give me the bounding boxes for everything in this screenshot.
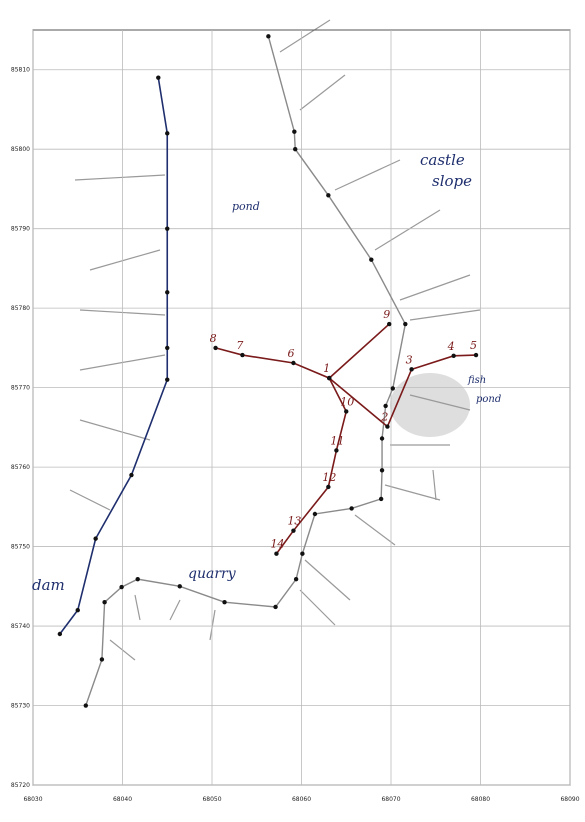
x-tick-label: 68030 [23, 796, 42, 803]
x-tick-label: 68040 [113, 796, 132, 803]
survey-point [93, 536, 97, 540]
survey-point [313, 512, 317, 516]
survey-point [165, 377, 169, 381]
survey-point [222, 600, 226, 604]
survey-point [84, 703, 88, 707]
survey-point [213, 346, 217, 350]
survey-point [240, 353, 244, 357]
x-tick-label: 68070 [381, 796, 400, 803]
survey-point [387, 322, 391, 326]
survey-point [403, 322, 407, 326]
point-label: 5 [470, 339, 477, 352]
survey-point [136, 577, 140, 581]
point-label: 1 [323, 362, 330, 375]
survey-point [326, 485, 330, 489]
survey-point [129, 473, 133, 477]
survey-point [291, 361, 295, 365]
y-tick-label: 85770 [11, 385, 30, 392]
annotation: pond [476, 394, 501, 405]
survey-point [76, 608, 80, 612]
survey-point [294, 577, 298, 581]
point-label: 3 [406, 353, 413, 366]
point-label: 2 [380, 411, 388, 424]
annotation: fish [467, 375, 486, 386]
survey-point [156, 75, 160, 79]
survey-point [165, 131, 169, 135]
survey-point [165, 226, 169, 230]
point-label: 12 [322, 471, 336, 484]
survey-point [273, 605, 277, 609]
y-tick-label: 85750 [11, 544, 30, 551]
page: {"chart_data": {"type": "line", "xlim": … [0, 0, 585, 822]
survey-point [385, 424, 389, 428]
survey-point [334, 448, 338, 452]
survey-point [274, 552, 278, 556]
survey-point [380, 468, 384, 472]
y-tick-label: 85800 [11, 146, 30, 153]
y-tick-label: 85730 [11, 703, 30, 710]
survey-point [178, 584, 182, 588]
map: 85720 85730 85740 85750 85760 85770 85780 85790… [0, 0, 585, 822]
survey-point [165, 290, 169, 294]
annotation: slope [432, 172, 472, 190]
survey-point [291, 528, 295, 532]
survey-point [379, 497, 383, 501]
y-tick-label: 85760 [11, 464, 30, 471]
survey-point [100, 657, 104, 661]
annotation: pond [232, 200, 260, 213]
survey-point [369, 257, 373, 261]
point-label: 4 [447, 340, 455, 353]
x-tick-label: 68050 [202, 796, 221, 803]
survey-point [409, 367, 413, 371]
annotation: castle [420, 151, 465, 169]
survey-point [266, 34, 270, 38]
y-tick-label: 85790 [11, 226, 30, 233]
survey-point [327, 376, 331, 380]
annotation: dam [32, 576, 65, 594]
survey-point [300, 552, 304, 556]
point-label: 14 [270, 538, 284, 551]
survey-point [451, 354, 455, 358]
point-label: 11 [330, 434, 344, 447]
survey-point [292, 130, 296, 134]
point-label: 13 [287, 515, 301, 528]
y-tick-label: 85780 [11, 305, 30, 312]
survey-point [391, 386, 395, 390]
point-label: 7 [236, 339, 243, 352]
survey-point [293, 147, 297, 151]
x-tick-label: 68080 [471, 796, 490, 803]
x-tick-label: 68060 [292, 796, 311, 803]
survey-point [474, 353, 478, 357]
survey-point [326, 193, 330, 197]
survey-point [349, 506, 353, 510]
point-label: 6 [287, 347, 294, 360]
survey-point [102, 600, 106, 604]
survey-point [58, 632, 62, 636]
y-tick-label: 85720 [11, 782, 30, 789]
y-tick-label: 85740 [11, 623, 30, 630]
survey-point [119, 585, 123, 589]
y-tick-label: 85810 [11, 67, 30, 74]
point-label: 10 [340, 395, 354, 408]
x-tick-label: 68090 [560, 796, 579, 803]
survey-point [165, 346, 169, 350]
annotation: quarry [188, 566, 237, 582]
survey-point [383, 404, 387, 408]
point-label: 9 [383, 308, 390, 321]
survey-point [380, 436, 384, 440]
fish-pond-shade [390, 373, 470, 437]
survey-point [344, 409, 348, 413]
point-label: 8 [210, 332, 217, 345]
